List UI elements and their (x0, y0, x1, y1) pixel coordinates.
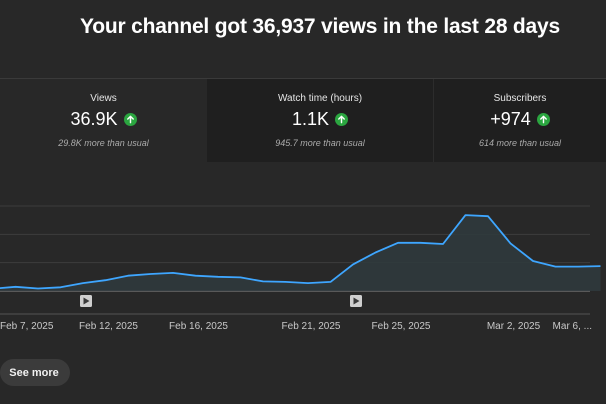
video-marker-icon[interactable] (350, 295, 362, 307)
metric-value: 36.9K (70, 109, 118, 129)
metric-subscribers[interactable]: Subscribers +974 614 more than usual (433, 79, 606, 162)
x-tick-label: Mar 6, ... (553, 321, 592, 332)
x-tick-label: Feb 21, 2025 (282, 321, 341, 332)
metric-value: +974 (490, 109, 531, 129)
x-tick-label: Feb 16, 2025 (169, 321, 228, 332)
x-tick-label: Mar 2, 2025 (487, 321, 541, 332)
views-chart[interactable]: Feb 7, 2025 Feb 12, 2025 Feb 16, 2025 Feb 2… (0, 195, 606, 345)
metrics-row: Views 36.9K 29.8K more than usual Watch … (0, 78, 606, 162)
see-more-button[interactable]: See more (0, 359, 70, 386)
series-area (0, 215, 601, 291)
metric-views[interactable]: Views 36.9K 29.8K more than usual (0, 79, 207, 162)
arrow-up-icon (335, 113, 349, 126)
metric-label: Watch time (hours) (277, 93, 363, 104)
metric-value: 1.1K (291, 109, 330, 129)
metric-watch-time[interactable]: Watch time (hours) 1.1K 945.7 more than … (207, 79, 433, 162)
metric-comparison: 945.7 more than usual (275, 138, 365, 148)
metric-comparison: 29.8K more than usual (58, 138, 149, 148)
arrow-up-icon (123, 113, 137, 126)
x-tick-label: Feb 12, 2025 (79, 321, 138, 332)
page-title: Your channel got 36,937 views in the las… (80, 15, 560, 38)
x-tick-label: Feb 7, 2025 (0, 321, 54, 332)
metric-comparison: 614 more than usual (478, 138, 562, 148)
x-tick-label: Feb 25, 2025 (372, 321, 431, 332)
metric-label: Views (90, 93, 117, 104)
video-marker-icon[interactable] (80, 295, 92, 307)
metric-label: Subscribers (493, 93, 547, 104)
series-line (0, 214, 601, 290)
arrow-up-icon (536, 113, 550, 126)
